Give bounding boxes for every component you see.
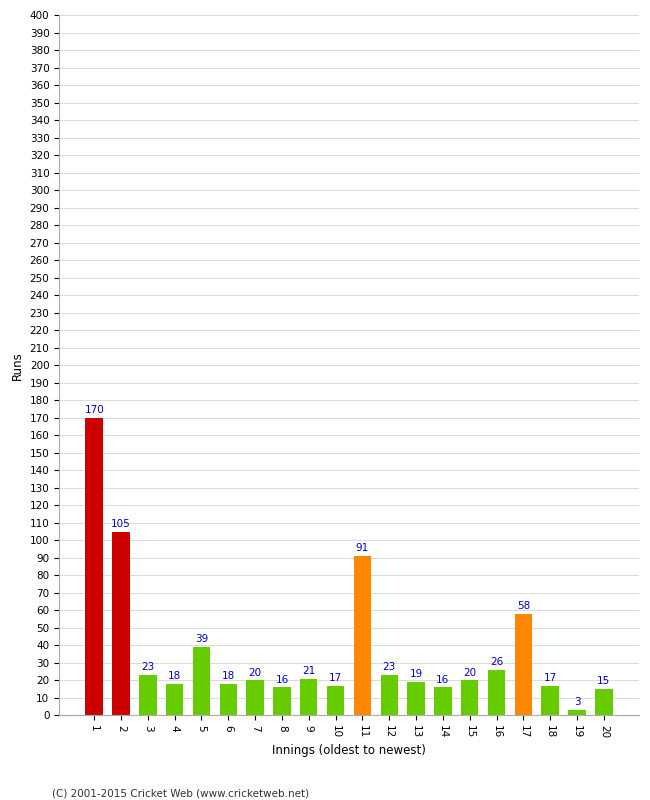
Text: 23: 23: [383, 662, 396, 673]
Text: 58: 58: [517, 601, 530, 611]
Text: 20: 20: [248, 668, 262, 678]
Text: 17: 17: [329, 673, 343, 683]
Bar: [595, 689, 612, 715]
Text: 16: 16: [436, 674, 450, 685]
Bar: [86, 418, 103, 715]
Bar: [568, 710, 586, 715]
Bar: [488, 670, 505, 715]
Bar: [273, 687, 291, 715]
Text: 21: 21: [302, 666, 315, 676]
Text: 91: 91: [356, 543, 369, 554]
Bar: [354, 556, 371, 715]
Bar: [193, 647, 210, 715]
Bar: [327, 686, 344, 715]
Text: 23: 23: [141, 662, 155, 673]
Bar: [139, 675, 157, 715]
Text: (C) 2001-2015 Cricket Web (www.cricketweb.net): (C) 2001-2015 Cricket Web (www.cricketwe…: [52, 788, 309, 798]
Text: 17: 17: [543, 673, 557, 683]
Bar: [112, 531, 130, 715]
Text: 19: 19: [410, 670, 422, 679]
Bar: [541, 686, 559, 715]
Bar: [380, 675, 398, 715]
Text: 18: 18: [168, 671, 181, 682]
Text: 170: 170: [84, 405, 104, 415]
Text: 20: 20: [463, 668, 476, 678]
Bar: [515, 614, 532, 715]
Text: 3: 3: [574, 698, 580, 707]
Text: 26: 26: [490, 658, 503, 667]
Bar: [434, 687, 452, 715]
Text: 16: 16: [276, 674, 289, 685]
X-axis label: Innings (oldest to newest): Innings (oldest to newest): [272, 744, 426, 757]
Bar: [461, 680, 478, 715]
Bar: [300, 678, 317, 715]
Y-axis label: Runs: Runs: [11, 351, 24, 380]
Bar: [408, 682, 425, 715]
Text: 105: 105: [111, 519, 131, 529]
Text: 39: 39: [195, 634, 208, 645]
Bar: [166, 684, 183, 715]
Text: 15: 15: [597, 677, 610, 686]
Bar: [220, 684, 237, 715]
Bar: [246, 680, 264, 715]
Text: 18: 18: [222, 671, 235, 682]
